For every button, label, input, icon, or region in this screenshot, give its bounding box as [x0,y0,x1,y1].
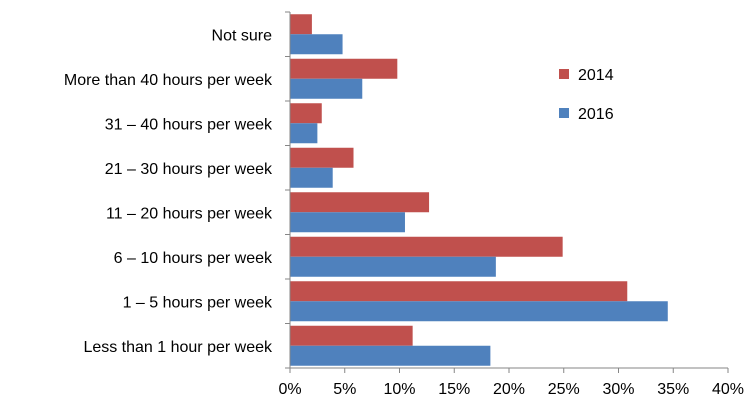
bar-2016 [290,123,318,144]
x-tick-label: 30% [602,381,634,398]
x-tick-label: 35% [657,381,689,398]
legend: 2014 2016 [559,67,614,123]
bar-2016 [290,301,668,322]
legend-label-2014: 2014 [578,67,614,84]
category-label: 1 – 5 hours per week [123,294,273,311]
category-label: 31 – 40 hours per week [105,116,273,133]
legend-label-2016: 2016 [578,106,614,123]
bar-2016 [290,167,333,188]
bar-2014 [290,147,354,168]
legend-swatch-2014 [559,69,569,79]
x-tick-label: 0% [278,381,301,398]
x-tick-labels: 0% 5% 10% 15% 20% 25% 30% 35% 40% [278,381,744,398]
category-label: 11 – 20 hours per week [106,205,273,222]
x-tick-label: 5% [333,381,356,398]
category-label: More than 40 hours per week [64,72,273,89]
x-tick-label: 20% [493,381,525,398]
bar-2014 [290,192,430,213]
bar-2016 [290,34,343,55]
category-labels: Not sure More than 40 hours per week 31 – … [64,27,273,356]
bar-group [290,14,668,366]
category-label: Not sure [212,27,273,44]
bar-2016 [290,212,405,233]
category-label: Less than 1 hour per week [83,339,273,356]
x-tick-label: 40% [712,381,744,398]
category-label: 6 – 10 hours per week [114,250,273,267]
bar-2014 [290,103,322,124]
legend-swatch-2016 [559,108,569,118]
x-tick-label: 15% [438,381,470,398]
bar-2014 [290,58,398,79]
category-label: 21 – 30 hours per week [105,161,273,178]
bar-2016 [290,345,491,366]
bar-2016 [290,256,496,277]
bar-2014 [290,325,413,346]
bar-2014 [290,281,628,302]
x-tick-label: 25% [548,381,580,398]
bar-2016 [290,78,363,99]
axes [285,11,729,373]
x-tick-label: 10% [383,381,415,398]
bar-2014 [290,236,563,257]
bar-2014 [290,14,312,35]
